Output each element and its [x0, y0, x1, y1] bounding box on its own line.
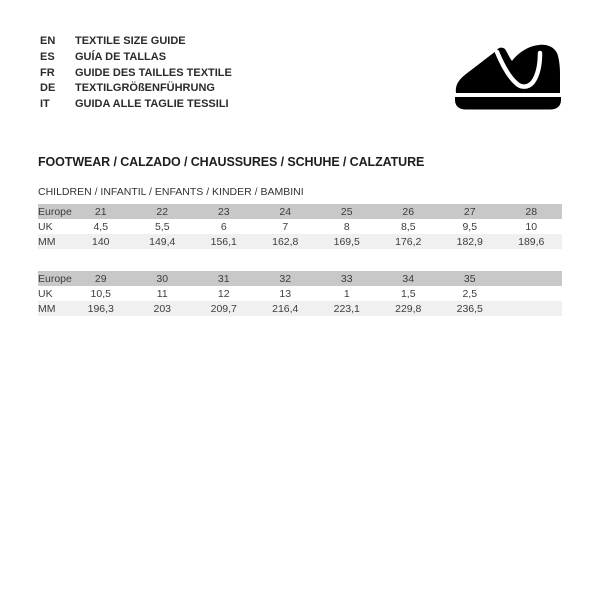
- size-cell: 30: [156, 272, 169, 285]
- size-cell: 149,4: [149, 235, 176, 248]
- size-cell: 140: [91, 235, 110, 248]
- size-cell: 156,1: [210, 235, 237, 248]
- size-cell: 189,6: [518, 235, 545, 248]
- size-cell: 33: [340, 272, 353, 285]
- size-cell: 31: [217, 272, 230, 285]
- size-cell: 203: [153, 302, 172, 315]
- size-cell: 2,5: [462, 287, 478, 300]
- language-title: TEXTILGRÖßENFÜHRUNG: [75, 82, 215, 95]
- children-shoe-icon: [455, 44, 561, 110]
- language-code: ES: [40, 50, 55, 63]
- size-cell: 236,5: [456, 302, 483, 315]
- size-cell: 229,8: [395, 302, 422, 315]
- size-cell: 223,1: [333, 302, 360, 315]
- size-cell: 26: [402, 205, 415, 218]
- table-row-europe: Europe 29 30 31 32 33 34 35: [38, 271, 562, 286]
- size-cell: [501, 271, 563, 286]
- language-row: ES GUÍA DE TALLAS: [40, 50, 232, 66]
- size-cell: 25: [340, 205, 353, 218]
- size-cell: 34: [402, 272, 415, 285]
- size-cell: 216,4: [272, 302, 299, 315]
- row-label: MM: [38, 302, 56, 315]
- size-cell: 6: [220, 220, 227, 233]
- table-row-europe: Europe 21 22 23 24 25 26 27 28: [38, 204, 562, 219]
- size-cell: 8,5: [400, 220, 416, 233]
- size-cell: 196,3: [87, 302, 114, 315]
- size-cell: 182,9: [456, 235, 483, 248]
- table-row-mm: MM 140 149,4 156,1 162,8 169,5 176,2 182…: [38, 234, 562, 249]
- size-cell: 8: [343, 220, 350, 233]
- table-row-mm: MM 196,3 203 209,7 216,4 223,1 229,8 236…: [38, 301, 562, 316]
- language-title: GUIDE DES TAILLES TEXTILE: [75, 66, 232, 79]
- table-row-uk: UK 4,5 5,5 6 7 8 8,5 9,5 10: [38, 219, 562, 234]
- size-cell: 10,5: [90, 287, 111, 300]
- size-cell: 21: [94, 205, 107, 218]
- size-cell: 13: [279, 287, 292, 300]
- size-cell: 7: [282, 220, 289, 233]
- language-row: IT GUIDA ALLE TAGLIE TESSILI: [40, 97, 232, 113]
- size-cell: 169,5: [333, 235, 360, 248]
- size-cell: 23: [217, 205, 230, 218]
- row-label: UK: [38, 287, 53, 300]
- table-row-uk: UK 10,5 11 12 13 1 1,5 2,5: [38, 286, 562, 301]
- language-code: IT: [40, 98, 50, 111]
- size-table-children-1: Europe 21 22 23 24 25 26 27 28 UK 4,5 5,…: [38, 204, 562, 249]
- size-cell: 1,5: [400, 287, 416, 300]
- size-cell: 162,8: [272, 235, 299, 248]
- size-cell: 27: [463, 205, 476, 218]
- size-cell: 22: [156, 205, 169, 218]
- language-title: GUIDA ALLE TAGLIE TESSILI: [75, 98, 229, 111]
- row-label: Europe: [38, 205, 72, 218]
- row-label: UK: [38, 220, 53, 233]
- section-subtitle: CHILDREN / INFANTIL / ENFANTS / KINDER /…: [38, 186, 304, 198]
- size-cell: 29: [94, 272, 107, 285]
- size-cell: 11: [156, 287, 168, 300]
- size-cell: 35: [463, 272, 476, 285]
- language-title-list: EN TEXTILE SIZE GUIDE ES GUÍA DE TALLAS …: [40, 34, 232, 113]
- language-row: EN TEXTILE SIZE GUIDE: [40, 34, 232, 50]
- size-cell: 9,5: [462, 220, 478, 233]
- row-label: MM: [38, 235, 56, 248]
- size-cell: [501, 301, 563, 316]
- size-cell: 24: [279, 205, 292, 218]
- language-row: FR GUIDE DES TAILLES TEXTILE: [40, 66, 232, 82]
- size-cell: 32: [279, 272, 292, 285]
- size-cell: [501, 286, 563, 301]
- language-code: DE: [40, 82, 56, 95]
- size-cell: 209,7: [210, 302, 237, 315]
- size-cell: 12: [217, 287, 230, 300]
- size-cell: 28: [525, 205, 538, 218]
- language-title: GUÍA DE TALLAS: [75, 50, 167, 63]
- language-code: FR: [40, 66, 55, 79]
- size-cell: 10: [525, 220, 538, 233]
- size-cell: 176,2: [395, 235, 422, 248]
- row-label: Europe: [38, 272, 72, 285]
- size-cell: 4,5: [93, 220, 109, 233]
- size-cell: 1: [343, 287, 350, 300]
- language-row: DE TEXTILGRÖßENFÜHRUNG: [40, 81, 232, 97]
- size-cell: 5,5: [154, 220, 170, 233]
- section-title: FOOTWEAR / CALZADO / CHAUSSURES / SCHUHE…: [38, 155, 425, 169]
- size-table-children-2: Europe 29 30 31 32 33 34 35 UK 10,5 11 1…: [38, 271, 562, 316]
- language-title: TEXTILE SIZE GUIDE: [75, 35, 186, 47]
- language-code: EN: [40, 35, 56, 47]
